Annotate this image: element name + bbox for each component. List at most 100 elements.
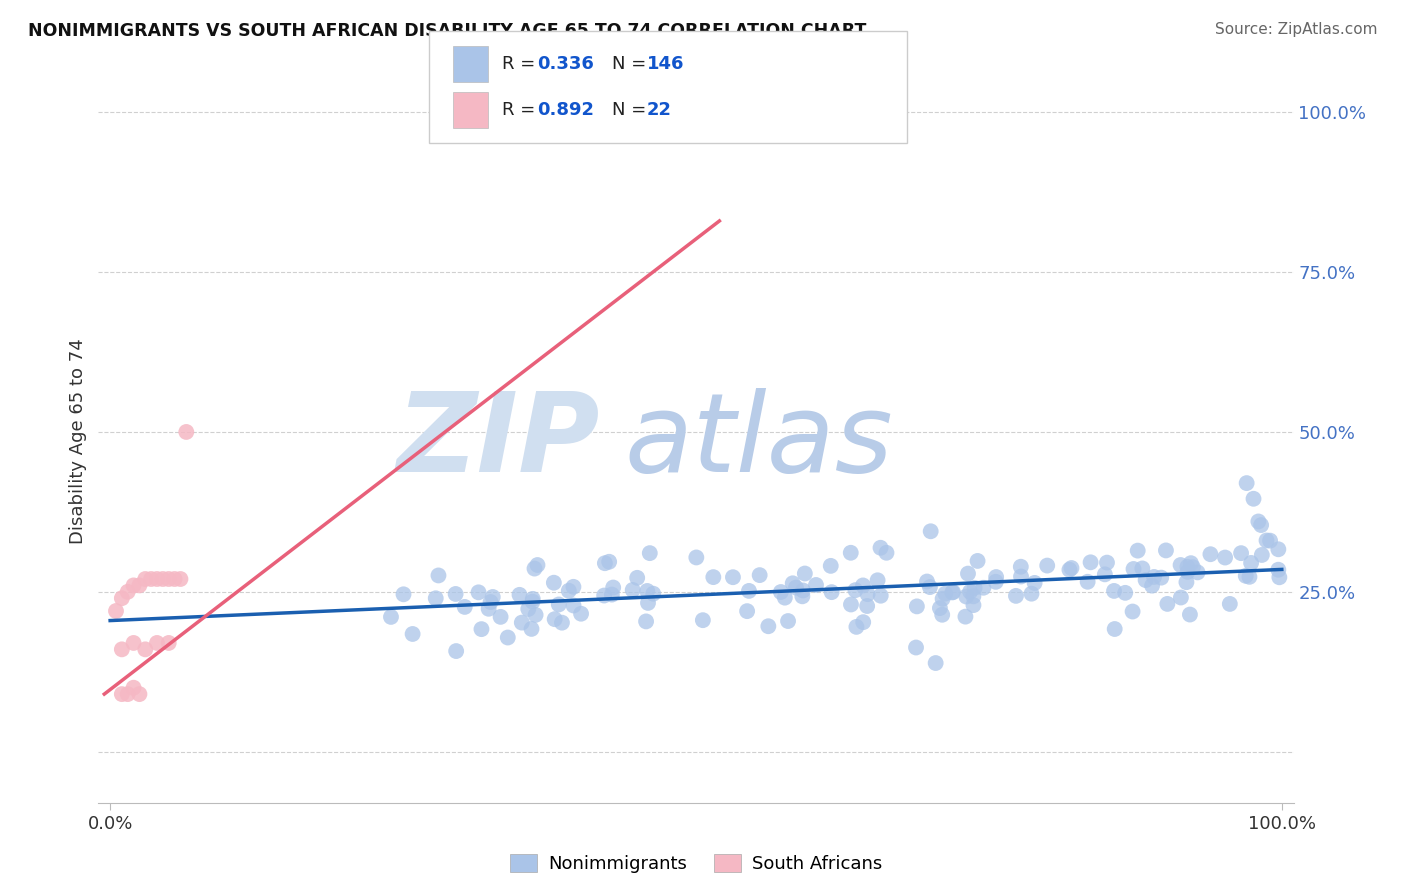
- Point: [931, 591, 953, 606]
- Point: [444, 644, 467, 658]
- Point: [1095, 556, 1118, 570]
- Point: [128, 687, 150, 701]
- Point: [963, 581, 986, 595]
- Point: [692, 613, 714, 627]
- Point: [1010, 559, 1032, 574]
- Point: [598, 555, 620, 569]
- Point: [738, 583, 761, 598]
- Point: [111, 642, 134, 657]
- Point: [931, 607, 953, 622]
- Point: [793, 566, 815, 581]
- Point: [1122, 605, 1144, 619]
- Point: [1178, 607, 1201, 622]
- Point: [1268, 570, 1291, 584]
- Point: [1010, 569, 1032, 583]
- Point: [820, 558, 842, 573]
- Point: [401, 627, 423, 641]
- Point: [134, 642, 156, 657]
- Point: [1267, 542, 1289, 557]
- Point: [467, 585, 489, 599]
- Point: [489, 610, 512, 624]
- Point: [962, 589, 984, 603]
- Point: [524, 607, 547, 622]
- Point: [1250, 518, 1272, 533]
- Y-axis label: Disability Age 65 to 74: Disability Age 65 to 74: [69, 339, 87, 544]
- Point: [820, 585, 842, 599]
- Text: atlas: atlas: [624, 388, 893, 495]
- Point: [1236, 476, 1258, 491]
- Point: [600, 588, 623, 602]
- Text: 0.892: 0.892: [537, 101, 595, 119]
- Point: [773, 591, 796, 605]
- Point: [748, 568, 770, 582]
- Point: [735, 604, 758, 618]
- Point: [520, 622, 543, 636]
- Point: [1104, 622, 1126, 636]
- Point: [924, 656, 946, 670]
- Point: [621, 582, 644, 597]
- Point: [1243, 491, 1265, 506]
- Point: [1024, 575, 1046, 590]
- Point: [427, 568, 450, 582]
- Point: [839, 546, 862, 560]
- Point: [380, 610, 402, 624]
- Point: [638, 546, 661, 560]
- Point: [769, 585, 792, 599]
- Point: [1213, 550, 1236, 565]
- Point: [637, 596, 659, 610]
- Point: [929, 601, 952, 615]
- Text: R =: R =: [502, 101, 541, 119]
- Point: [562, 599, 585, 613]
- Point: [1258, 533, 1281, 548]
- Point: [972, 581, 994, 595]
- Point: [636, 584, 658, 599]
- Point: [593, 556, 616, 570]
- Point: [869, 589, 891, 603]
- Point: [1114, 586, 1136, 600]
- Point: [1080, 555, 1102, 569]
- Point: [593, 589, 616, 603]
- Point: [920, 524, 942, 539]
- Point: [1219, 597, 1241, 611]
- Point: [918, 580, 941, 594]
- Point: [1199, 547, 1222, 561]
- Point: [134, 572, 156, 586]
- Point: [844, 583, 866, 598]
- Point: [1060, 561, 1083, 575]
- Point: [169, 572, 191, 586]
- Point: [1143, 570, 1166, 584]
- Point: [852, 578, 875, 592]
- Point: [496, 631, 519, 645]
- Point: [392, 587, 415, 601]
- Text: 146: 146: [647, 55, 685, 73]
- Point: [425, 591, 447, 606]
- Point: [117, 584, 139, 599]
- Point: [721, 570, 744, 584]
- Point: [1102, 583, 1125, 598]
- Point: [510, 615, 533, 630]
- Point: [508, 588, 530, 602]
- Point: [163, 572, 186, 586]
- Point: [1239, 570, 1261, 584]
- Point: [1180, 556, 1202, 570]
- Point: [1234, 569, 1257, 583]
- Point: [1126, 543, 1149, 558]
- Point: [875, 546, 897, 560]
- Text: N =: N =: [612, 101, 651, 119]
- Point: [1230, 546, 1253, 560]
- Point: [792, 590, 814, 604]
- Point: [152, 572, 174, 586]
- Text: 0.336: 0.336: [537, 55, 593, 73]
- Text: ZIP: ZIP: [396, 388, 600, 495]
- Point: [478, 601, 501, 615]
- Point: [955, 609, 977, 624]
- Point: [1094, 567, 1116, 582]
- Point: [602, 581, 624, 595]
- Point: [804, 578, 827, 592]
- Point: [122, 636, 145, 650]
- Point: [526, 558, 548, 572]
- Point: [942, 585, 965, 599]
- Point: [626, 571, 648, 585]
- Point: [856, 587, 879, 601]
- Point: [481, 590, 503, 604]
